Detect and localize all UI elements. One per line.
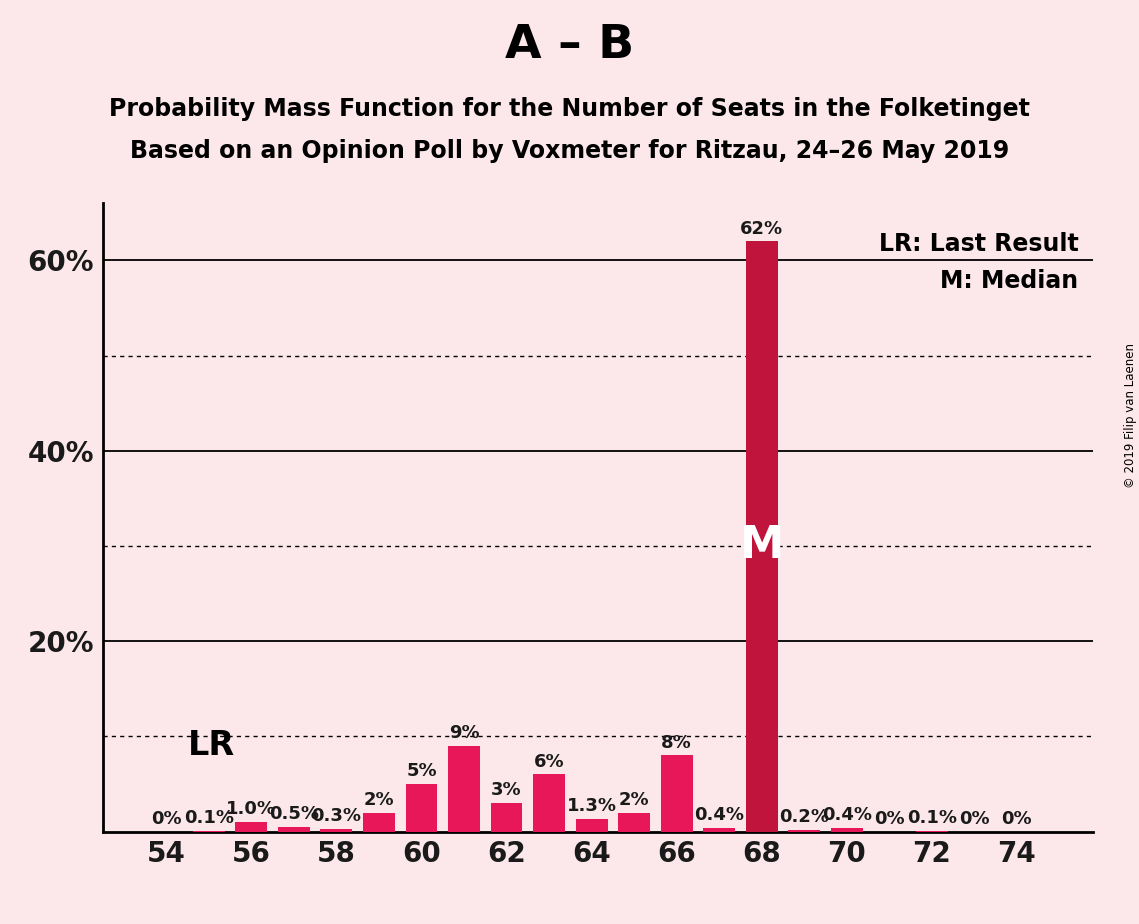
- Text: Probability Mass Function for the Number of Seats in the Folketinget: Probability Mass Function for the Number…: [109, 97, 1030, 121]
- Text: LR: LR: [188, 729, 235, 762]
- Bar: [830, 828, 862, 832]
- Text: M: Median: M: Median: [941, 269, 1079, 293]
- Bar: [491, 803, 523, 832]
- Text: 0.3%: 0.3%: [311, 807, 361, 825]
- Bar: [575, 820, 607, 832]
- Bar: [448, 746, 480, 832]
- Text: 62%: 62%: [740, 220, 784, 237]
- Bar: [746, 241, 778, 832]
- Text: 0%: 0%: [874, 809, 904, 828]
- Text: 0.4%: 0.4%: [694, 806, 744, 824]
- Text: 8%: 8%: [662, 734, 693, 751]
- Text: 0.1%: 0.1%: [183, 808, 233, 827]
- Text: 0.5%: 0.5%: [269, 805, 319, 823]
- Text: 0.2%: 0.2%: [779, 808, 829, 826]
- Bar: [661, 756, 693, 832]
- Text: 3%: 3%: [491, 781, 522, 799]
- Text: 0.1%: 0.1%: [907, 808, 957, 827]
- Text: 5%: 5%: [407, 762, 436, 780]
- Text: © 2019 Filip van Laenen: © 2019 Filip van Laenen: [1124, 344, 1137, 488]
- Text: 0%: 0%: [151, 809, 181, 828]
- Text: M: M: [739, 525, 784, 567]
- Bar: [788, 830, 820, 832]
- Text: 0%: 0%: [959, 809, 990, 828]
- Text: 2%: 2%: [363, 791, 394, 808]
- Bar: [405, 784, 437, 832]
- Text: 9%: 9%: [449, 724, 480, 742]
- Text: A – B: A – B: [505, 23, 634, 68]
- Bar: [916, 831, 948, 832]
- Bar: [363, 812, 395, 832]
- Bar: [703, 828, 735, 832]
- Bar: [192, 831, 224, 832]
- Text: 0%: 0%: [1001, 809, 1032, 828]
- Text: 0.4%: 0.4%: [821, 806, 871, 824]
- Bar: [618, 812, 650, 832]
- Bar: [278, 827, 310, 832]
- Text: LR: Last Result: LR: Last Result: [879, 232, 1079, 256]
- Text: 6%: 6%: [534, 753, 565, 771]
- Text: 1.3%: 1.3%: [566, 797, 616, 815]
- Bar: [533, 774, 565, 832]
- Bar: [236, 822, 268, 832]
- Text: 1.0%: 1.0%: [227, 800, 277, 819]
- Bar: [320, 829, 352, 832]
- Text: Based on an Opinion Poll by Voxmeter for Ritzau, 24–26 May 2019: Based on an Opinion Poll by Voxmeter for…: [130, 139, 1009, 163]
- Text: 2%: 2%: [618, 791, 649, 808]
